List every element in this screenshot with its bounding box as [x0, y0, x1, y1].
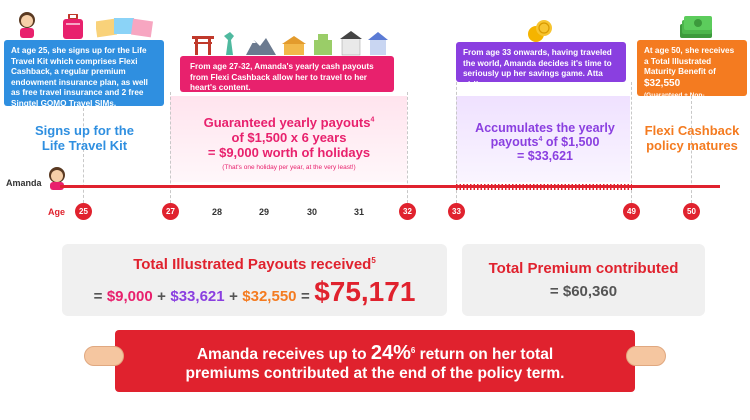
age-50: 50	[683, 203, 700, 220]
payouts-v1: $9,000	[106, 288, 153, 305]
payouts-panel	[62, 244, 447, 316]
payouts-total: $75,171	[314, 276, 416, 307]
payouts-v3: $32,550	[242, 288, 297, 305]
banner-line2: premiums contributed at the end of the p…	[185, 365, 565, 382]
payout-period-shade	[170, 96, 407, 182]
person-label: Amanda	[6, 178, 42, 188]
pointing-hand-left-icon	[84, 346, 124, 366]
premium-title: Total Premium contributed	[488, 260, 679, 277]
callout-age-50-sup: 5	[680, 100, 683, 107]
age-25: 25	[75, 203, 92, 220]
signup-heading-line1: Signs up for the	[35, 123, 134, 138]
accumulates-heading: Accumulates the yearly payouts4 of $1,50…	[460, 121, 630, 163]
callout-age-33: From age 33 onwards, having traveled the…	[456, 42, 626, 89]
callout-age-25: At age 25, she signs up for the Life Tra…	[4, 40, 164, 108]
pointing-hand-right-icon	[626, 346, 666, 366]
callout-age-50: At age 50, she receives a Total Illustra…	[637, 40, 747, 111]
age-49: 49	[623, 203, 640, 220]
age-28: 28	[211, 207, 222, 217]
accumulates-heading-sup: 4	[538, 135, 543, 143]
return-banner	[115, 330, 635, 392]
payouts-heading-line3: = $9,000 worth of holidays	[207, 144, 371, 160]
coins-icon	[527, 18, 553, 44]
payouts-plus2: +	[229, 288, 238, 305]
payouts-heading-line2: of $1,500 x 6 years	[231, 129, 347, 145]
guide-27	[170, 92, 171, 203]
travel-postcards-icon	[94, 16, 154, 38]
amanda-avatar-icon	[46, 166, 68, 190]
matures-heading-line1: Flexi Cashback	[644, 123, 740, 138]
payouts-v2: $33,621	[170, 288, 225, 305]
signup-heading: Signs up for the Life Travel Kit	[22, 123, 147, 153]
return-banner-text: Amanda receives up to 24%6 return on her…	[115, 341, 635, 384]
guide-25	[83, 108, 84, 203]
accumulates-heading-line2b: of $1,500	[542, 134, 600, 149]
guide-49	[631, 82, 632, 203]
premium-value: = $60,360	[549, 283, 618, 300]
payouts-plus1: +	[157, 288, 166, 305]
signup-heading-line2: Life Travel Kit	[41, 137, 128, 153]
payouts-title-text: Total Illustrated Payouts received	[133, 256, 372, 273]
callout-age-27-32: From age 27-32, Amanda's yearly cash pay…	[180, 56, 394, 92]
matures-heading: Flexi Cashback policy matures	[636, 123, 748, 153]
accumulates-heading-line1: Accumulates the yearly	[475, 121, 615, 135]
banner-sup: 6	[410, 345, 416, 355]
guide-50	[691, 96, 692, 203]
guide-32	[407, 92, 408, 203]
timeline-hatch	[456, 184, 632, 190]
girl-avatar-icon	[14, 10, 40, 38]
payouts-title: Total Illustrated Payouts received5	[62, 256, 447, 273]
callout-age-50-amount: $32,550	[644, 77, 681, 89]
age-32: 32	[399, 203, 416, 220]
payouts-heading-sup: 4	[370, 116, 375, 124]
age-33: 33	[448, 203, 465, 220]
banner-post: return on her total	[415, 346, 554, 363]
cash-stack-icon	[678, 14, 714, 40]
payouts-eq2: =	[300, 288, 310, 305]
callout-age-50-end: ).	[682, 103, 687, 111]
accumulates-heading-line2a: payouts	[490, 134, 539, 149]
age-27: 27	[162, 203, 179, 220]
callout-age-50-note: (Guaranteed + Non-Guaranteed	[644, 92, 705, 111]
payouts-heading-note: (That's one holiday per year, at the ver…	[222, 163, 356, 171]
accumulates-heading-line3: = $33,621	[517, 148, 573, 163]
payouts-equation: = $9,000 + $33,621 + $32,550 = $75,171	[62, 276, 447, 308]
payouts-title-sup: 5	[371, 256, 376, 265]
banner-pre: Amanda receives up to	[196, 346, 371, 363]
payouts-heading: Guaranteed yearly payouts4 of $1,500 x 6…	[180, 115, 398, 171]
payouts-eq: =	[93, 288, 103, 305]
age-29: 29	[258, 207, 269, 217]
age-30: 30	[306, 207, 317, 217]
age-31: 31	[353, 207, 364, 217]
guide-33	[456, 82, 457, 203]
matures-heading-line2: policy matures	[646, 137, 738, 153]
accumulation-period-shade	[456, 96, 630, 182]
timeline-track	[60, 185, 720, 188]
suitcase-icon	[62, 13, 84, 40]
callout-age-50-text: At age 50, she receives a Total Illustra…	[644, 46, 735, 76]
premium-panel	[462, 244, 705, 316]
age-label: Age	[48, 207, 66, 217]
payouts-heading-line1: Guaranteed yearly payouts	[203, 115, 371, 130]
landmarks-icon	[190, 30, 390, 56]
banner-pct: 24%	[370, 342, 411, 364]
